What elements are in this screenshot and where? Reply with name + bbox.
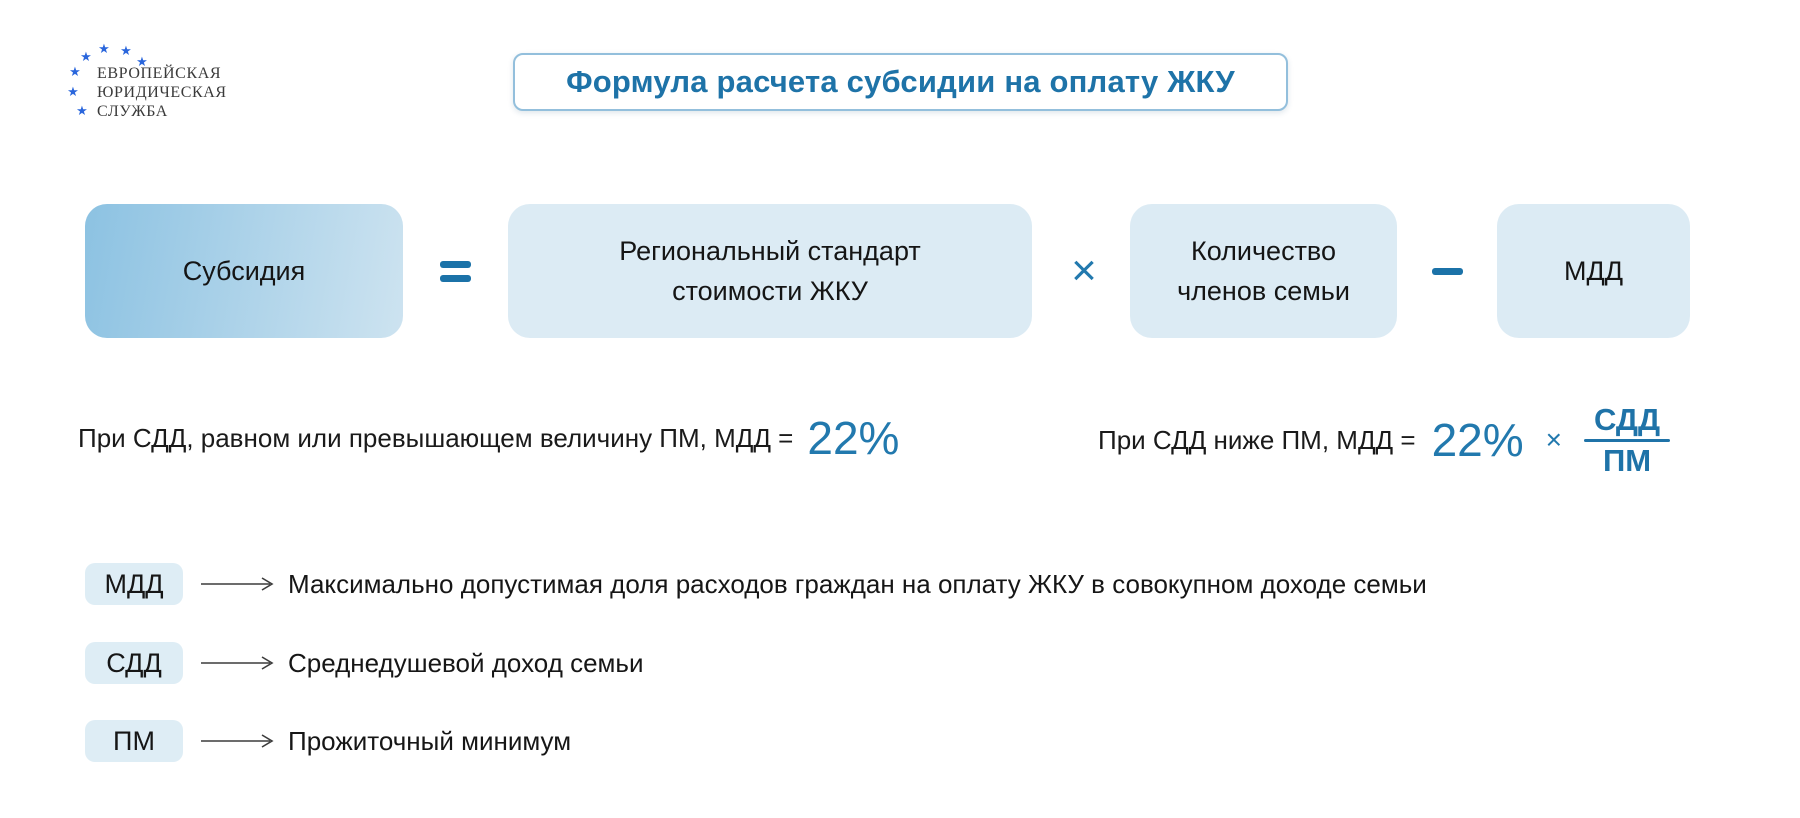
arrow-right-icon: [201, 656, 274, 670]
company-name-line3: СЛУЖБА: [97, 103, 168, 120]
legend-tag-sdd: СДД: [85, 642, 183, 684]
legend-tag-pm: ПМ: [85, 720, 183, 762]
fraction-denominator: ПМ: [1602, 442, 1652, 478]
star-icon: [79, 50, 93, 63]
legend-tag-mdd: МДД: [85, 563, 183, 605]
condition-sdd-above-pm: При СДД, равном или превышающем величину…: [78, 410, 899, 466]
condition1-text: При СДД, равном или превышающем величину…: [78, 422, 794, 453]
equals-operator: [440, 204, 471, 338]
page-title: Формула расчета субсидии на оплату ЖКУ: [566, 64, 1235, 99]
title-box: Формула расчета субсидии на оплату ЖКУ: [513, 53, 1288, 111]
legend-definition-mdd: Максимально допустимая доля расходов гра…: [288, 568, 1427, 599]
star-icon: [75, 104, 89, 117]
company-name: ЕВРОПЕЙСКАЯ ЮРИДИЧЕСКАЯ СЛУЖБА: [97, 64, 227, 121]
fraction-bar: [1584, 438, 1671, 442]
formula-box-family-members: Количество членов семьи: [1130, 204, 1397, 338]
legend-row-pm: ПМ Прожиточный минимум: [85, 720, 571, 762]
regional-standard-line1: Региональный стандарт: [619, 236, 921, 266]
arrow-right-icon: [201, 734, 274, 748]
family-members-line1: Количество: [1191, 236, 1336, 266]
condition-sdd-below-pm: При СДД ниже ПМ, МДД = 22% × СДД ПМ: [1098, 398, 1671, 482]
fraction-numerator: СДД: [1593, 401, 1661, 437]
star-icon: [66, 85, 80, 98]
formula-box-subsidy: Субсидия: [85, 204, 403, 338]
company-name-line1: ЕВРОПЕЙСКАЯ: [97, 65, 222, 82]
company-name-line2: ЮРИДИЧЕСКАЯ: [97, 84, 227, 101]
star-icon: [68, 65, 82, 78]
minus-operator: [1431, 204, 1463, 338]
condition2-multiply-sign: ×: [1545, 424, 1563, 455]
sdd-pm-fraction: СДД ПМ: [1584, 401, 1671, 478]
formula-box-regional-standard: Региональный стандарт стоимости ЖКУ: [508, 204, 1032, 338]
legend-row-sdd: СДД Среднедушевой доход семьи: [85, 642, 644, 684]
equals-bar-bottom: [440, 274, 471, 282]
star-icon: [119, 44, 133, 57]
legend-definition-sdd: Среднедушевой доход семьи: [288, 647, 644, 678]
multiply-operator: ×: [1071, 246, 1097, 295]
legend-definition-pm: Прожиточный минимум: [288, 725, 572, 756]
company-logo: ЕВРОПЕЙСКАЯ ЮРИДИЧЕСКАЯ СЛУЖБА: [0, 0, 280, 150]
regional-standard-line2: стоимости ЖКУ: [672, 276, 868, 306]
condition2-value: 22%: [1431, 414, 1524, 466]
mdd-label: МДД: [1563, 256, 1624, 286]
arrow-right-icon: [201, 577, 274, 591]
family-members-line2: членов семьи: [1177, 276, 1350, 306]
formula-box-mdd: МДД: [1497, 204, 1690, 338]
equals-bar-top: [440, 260, 471, 268]
condition1-value: 22%: [807, 412, 900, 464]
condition2-text: При СДД ниже ПМ, МДД =: [1098, 424, 1416, 455]
minus-bar: [1431, 267, 1463, 275]
legend-row-mdd: МДД Максимально допустимая доля расходов…: [85, 563, 1427, 605]
star-icon: [97, 42, 111, 55]
subsidy-label: Субсидия: [182, 256, 306, 286]
